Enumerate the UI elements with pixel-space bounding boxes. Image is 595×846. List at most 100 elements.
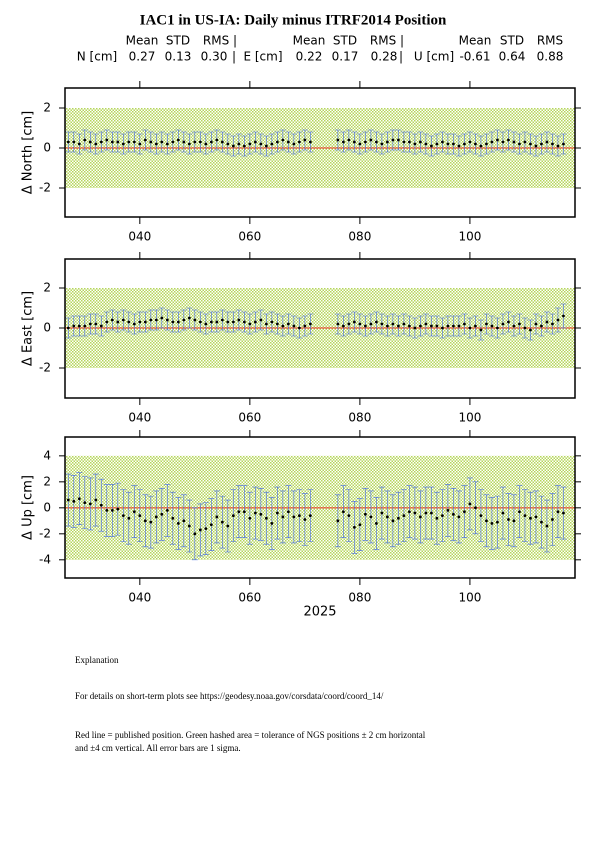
data-point	[220, 140, 224, 144]
data-point	[171, 320, 175, 324]
data-point	[264, 144, 268, 148]
data-point	[237, 318, 241, 322]
data-point	[176, 522, 180, 525]
data-point	[347, 514, 351, 518]
data-point	[193, 140, 197, 144]
plot-area	[65, 288, 575, 368]
data-point	[94, 142, 98, 146]
data-point	[380, 142, 384, 146]
data-point	[501, 322, 505, 326]
explanation-line: Red line = published position. Green has…	[75, 730, 426, 740]
stat-header: Mean	[293, 34, 326, 48]
data-point	[259, 512, 263, 516]
data-point	[457, 515, 461, 519]
data-point	[341, 324, 345, 328]
data-point	[463, 142, 466, 146]
data-point	[501, 511, 505, 515]
data-point	[424, 322, 428, 326]
data-point	[297, 514, 301, 518]
data-point	[308, 140, 312, 144]
stat-header: RMS	[537, 34, 563, 48]
data-point	[391, 519, 395, 523]
y-tick-label: -2	[39, 181, 51, 195]
data-point	[165, 142, 169, 146]
data-point	[138, 320, 142, 324]
plot-frame	[64, 87, 576, 218]
data-point	[435, 324, 439, 328]
data-point	[187, 316, 191, 320]
y-tick-label: 2	[43, 281, 51, 295]
data-point	[413, 326, 417, 330]
data-point	[413, 511, 417, 515]
data-point	[248, 322, 252, 326]
stat-header: Mean	[459, 34, 492, 48]
data-point	[121, 318, 125, 322]
explanation-heading: Explanation	[75, 655, 119, 665]
data-point	[149, 318, 153, 322]
data-point	[452, 324, 455, 328]
data-point	[435, 516, 439, 520]
data-point	[99, 140, 103, 144]
data-point	[275, 511, 279, 515]
data-point	[270, 522, 274, 525]
data-point	[110, 509, 114, 512]
x-tick-label: 060	[238, 411, 261, 425]
x-axis-label: 2025	[303, 605, 336, 620]
data-point	[419, 140, 422, 144]
plot-area	[65, 455, 575, 561]
data-point	[176, 320, 180, 324]
data-point	[424, 142, 428, 146]
data-point	[396, 324, 400, 328]
data-point	[452, 512, 455, 516]
data-point	[452, 142, 455, 146]
data-point	[66, 326, 70, 330]
stat-header: STD	[333, 34, 357, 48]
data-point	[518, 510, 521, 514]
data-point	[83, 138, 87, 142]
data-point	[160, 140, 164, 144]
title: IAC1 in US-IA: Daily minus ITRF2014 Posi…	[140, 12, 447, 28]
data-point	[374, 320, 378, 324]
data-point	[385, 140, 389, 144]
data-point	[385, 324, 389, 328]
stat-header: RMS |	[370, 34, 404, 48]
data-point	[121, 142, 125, 146]
data-point	[204, 142, 208, 146]
x-tick-label: 040	[128, 230, 151, 244]
explanation-line: and ±4 cm vertical. All error bars are 1…	[75, 743, 241, 753]
data-point	[72, 324, 76, 328]
data-point	[231, 144, 235, 148]
data-point	[490, 140, 494, 144]
data-point	[391, 138, 395, 142]
data-point	[551, 322, 554, 326]
data-point	[121, 514, 125, 518]
data-point	[187, 142, 191, 146]
data-point	[242, 320, 246, 324]
explanation-line: For details on short-term plots see http…	[75, 691, 384, 701]
data-point	[485, 142, 488, 146]
data-point	[534, 144, 538, 148]
data-point	[408, 324, 411, 328]
data-point	[468, 502, 472, 506]
data-point	[507, 518, 510, 521]
y-axis-label: Δ North [cm]	[21, 111, 36, 194]
x-tick-label: 080	[348, 411, 371, 425]
data-point	[463, 322, 466, 326]
data-point	[308, 322, 312, 326]
data-point	[523, 514, 527, 518]
data-point	[424, 511, 428, 515]
data-point	[336, 322, 340, 326]
data-point	[138, 142, 142, 146]
data-point	[248, 516, 252, 520]
data-point	[286, 140, 290, 144]
data-point	[358, 322, 362, 326]
data-point	[352, 525, 356, 529]
stat-label: E [cm]	[243, 50, 282, 64]
data-point	[352, 140, 356, 144]
data-point	[154, 318, 158, 322]
data-point	[529, 328, 532, 332]
y-tick-label: 2	[43, 101, 51, 115]
data-point	[341, 510, 345, 514]
data-point	[110, 140, 114, 144]
data-point	[474, 324, 477, 328]
